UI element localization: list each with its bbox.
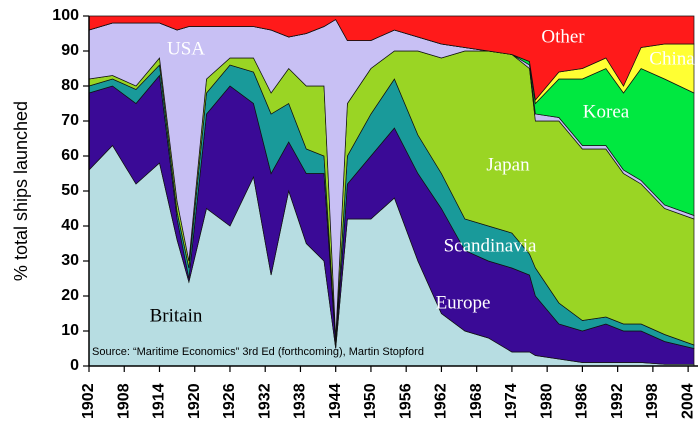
y-tick-label: 80 <box>61 77 79 94</box>
x-tick-label: 1932 <box>256 383 273 419</box>
series-label: Europe <box>436 292 491 313</box>
x-tick-label: 2004 <box>679 383 696 419</box>
y-tick-label: 30 <box>61 252 79 269</box>
y-tick-label: 60 <box>61 147 79 164</box>
x-tick-label: 1938 <box>292 383 309 419</box>
x-tick-label: 1974 <box>503 383 520 419</box>
series-label: China <box>649 48 695 69</box>
x-tick-label: 1980 <box>538 383 555 419</box>
y-tick-label: 40 <box>61 217 79 234</box>
series-label: Korea <box>583 101 630 122</box>
x-tick-label: 1956 <box>397 383 414 419</box>
x-tick-label: 1950 <box>362 383 379 419</box>
y-tick-label: 100 <box>52 7 79 24</box>
x-tick-label: 1998 <box>644 383 661 419</box>
y-axis-label: % total ships launched <box>11 101 31 281</box>
x-tick-label: 1962 <box>433 383 450 419</box>
y-tick-label: 0 <box>70 357 79 374</box>
source-note: Source: “Maritime Economics” 3rd Ed (for… <box>92 346 424 358</box>
series-label: Other <box>541 26 585 47</box>
area <box>88 15 695 101</box>
x-tick-label: 1992 <box>609 383 626 419</box>
x-tick-label: 1944 <box>327 383 344 419</box>
y-tick-label: 70 <box>61 112 79 129</box>
x-tick-label: 1920 <box>186 383 203 419</box>
series-label: Britain <box>150 305 203 326</box>
x-tick-label: 1986 <box>574 383 591 419</box>
series-label: Japan <box>486 154 530 175</box>
y-tick-label: 50 <box>61 182 79 199</box>
y-tick-label: 20 <box>61 287 79 304</box>
series-label: USA <box>167 38 205 59</box>
x-tick-label: 1968 <box>468 383 485 419</box>
x-tick-label: 1914 <box>151 383 168 419</box>
x-tick-label: 1908 <box>115 383 132 419</box>
x-tick-label: 1902 <box>80 383 97 419</box>
y-tick-label: 10 <box>61 322 79 339</box>
x-tick-label: 1926 <box>221 383 238 419</box>
y-tick-label: 90 <box>61 42 79 59</box>
series-label: Scandinavia <box>444 235 537 256</box>
